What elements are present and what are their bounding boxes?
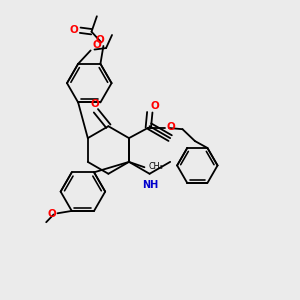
Text: O: O [47, 209, 56, 219]
Text: CH₃: CH₃ [148, 162, 163, 171]
Text: O: O [92, 40, 101, 50]
Text: O: O [95, 34, 104, 44]
Text: O: O [150, 101, 159, 111]
Text: O: O [70, 25, 79, 34]
Text: NH: NH [142, 180, 158, 190]
Text: O: O [166, 122, 175, 132]
Text: O: O [90, 99, 99, 109]
